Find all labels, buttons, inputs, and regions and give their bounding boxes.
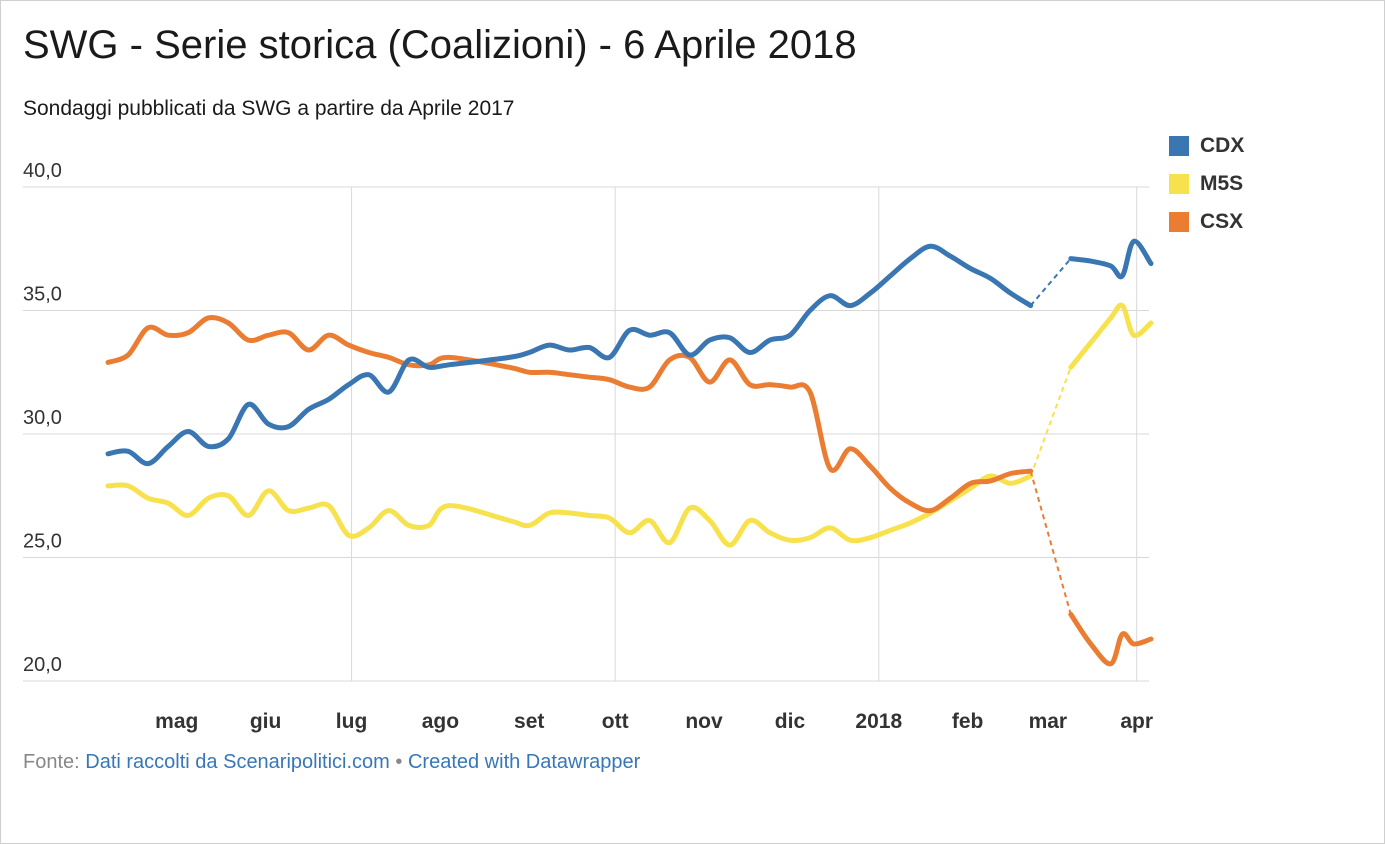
x-tick-label: ott bbox=[602, 710, 629, 733]
x-tick-label: 2018 bbox=[855, 710, 902, 733]
legend-swatch-m5s bbox=[1169, 174, 1189, 194]
y-tick-label: 35,0 bbox=[23, 284, 62, 306]
series-line-cdx bbox=[105, 243, 1034, 467]
series-line-m5s-recent bbox=[1068, 302, 1154, 370]
source-link[interactable]: Dati raccolti da Scenaripolitici.com bbox=[85, 751, 390, 773]
x-tick-label: nov bbox=[685, 710, 723, 733]
legend: CDX M5S CSX bbox=[1169, 127, 1244, 241]
horizontal-gridlines bbox=[23, 186, 1149, 682]
x-tick-label: mag bbox=[155, 710, 198, 733]
x-tick-label: feb bbox=[952, 710, 984, 733]
legend-item-cdx: CDX bbox=[1169, 127, 1244, 165]
x-tick-label: set bbox=[514, 710, 544, 733]
y-tick-label: 25,0 bbox=[23, 531, 62, 553]
legend-swatch-cdx bbox=[1169, 136, 1189, 156]
legend-label-csx: CSX bbox=[1200, 210, 1244, 233]
y-tick-label: 40,0 bbox=[23, 160, 62, 182]
chart-subtitle: Sondaggi pubblicati da SWG a partire da … bbox=[23, 97, 515, 120]
series-gap-m5s bbox=[1029, 366, 1072, 477]
footer: Fonte: Dati raccolti da Scenaripolitici.… bbox=[23, 751, 640, 774]
y-axis-labels: 20,0 25,0 30,0 35,0 40,0 bbox=[23, 160, 62, 676]
legend-item-m5s: M5S bbox=[1169, 165, 1244, 203]
y-tick-label: 20,0 bbox=[23, 654, 62, 676]
x-tick-label: lug bbox=[336, 710, 368, 733]
legend-swatch-csx bbox=[1169, 212, 1189, 232]
x-tick-label: apr bbox=[1120, 710, 1153, 733]
series-line-csx-recent bbox=[1068, 611, 1154, 667]
series-gap-csx bbox=[1029, 470, 1072, 615]
x-tick-label: dic bbox=[775, 710, 806, 733]
series-lines bbox=[105, 238, 1154, 667]
datawrapper-link[interactable]: Created with Datawrapper bbox=[407, 751, 641, 773]
chart-title: SWG - Serie storica (Coalizioni) - 6 Apr… bbox=[23, 23, 857, 67]
y-tick-label: 30,0 bbox=[23, 407, 62, 429]
legend-item-csx: CSX bbox=[1169, 203, 1244, 241]
footer-prefix: Fonte: bbox=[23, 751, 80, 773]
legend-label-cdx: CDX bbox=[1200, 134, 1245, 157]
series-line-csx bbox=[105, 314, 1034, 514]
series-gap-cdx bbox=[1029, 257, 1072, 307]
x-tick-label: ago bbox=[422, 710, 459, 733]
series-line-m5s bbox=[105, 473, 1034, 548]
vertical-gridlines bbox=[351, 187, 1138, 681]
series-line-cdx-recent bbox=[1068, 238, 1154, 280]
x-tick-label: mar bbox=[1029, 710, 1068, 733]
line-chart: 20,0 25,0 30,0 35,0 40,0 mag giu lug ago set ott n… bbox=[23, 160, 1154, 733]
x-tick-label: giu bbox=[250, 710, 282, 733]
footer-separator: • bbox=[395, 751, 403, 773]
legend-label-m5s: M5S bbox=[1200, 172, 1244, 195]
x-axis-labels: mag giu lug ago set ott nov dic 2018 feb mar apr bbox=[155, 710, 1153, 733]
